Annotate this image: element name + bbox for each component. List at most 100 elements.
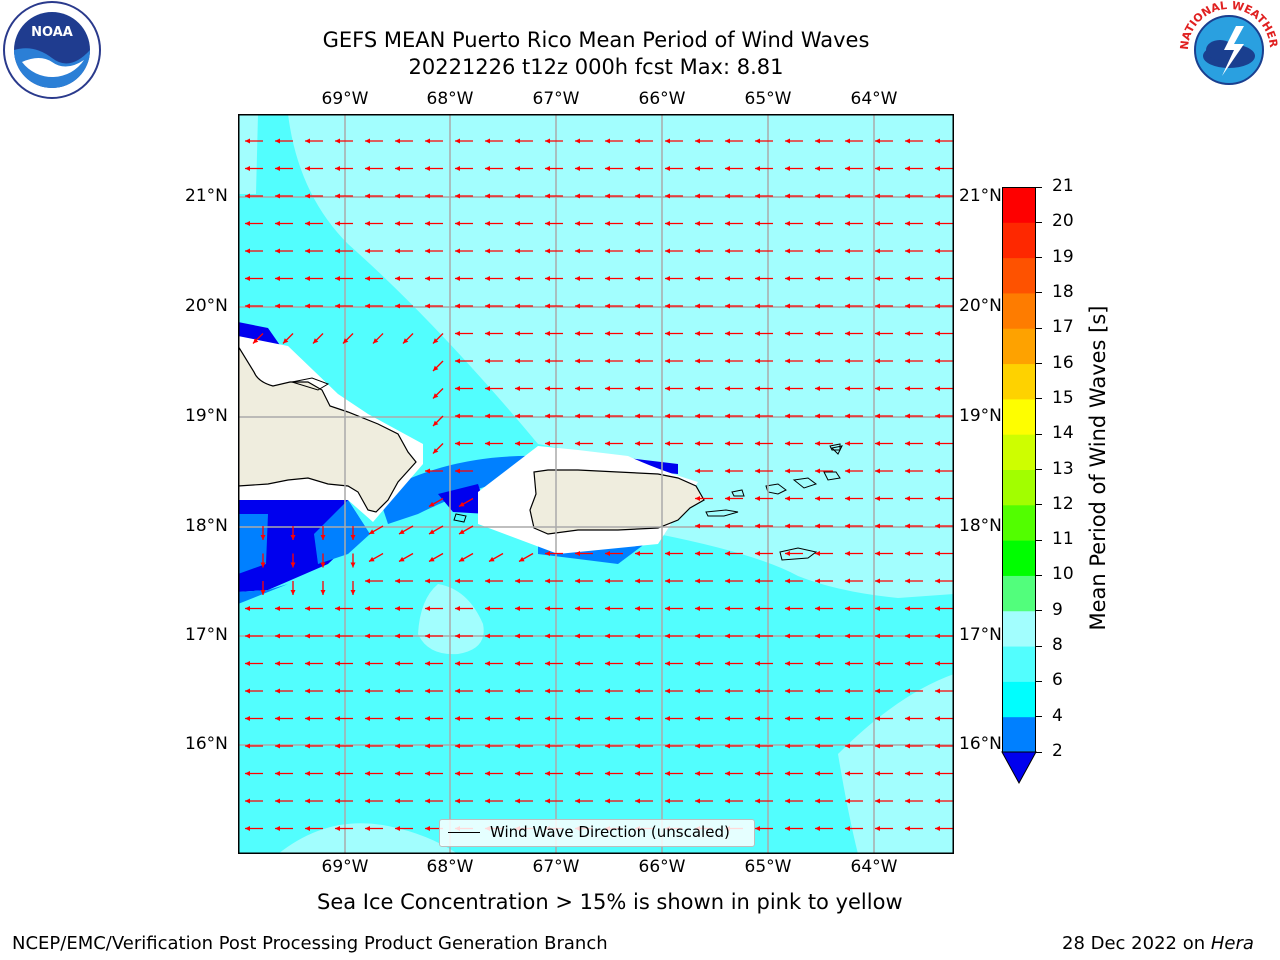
wind-arrow-head — [545, 276, 550, 281]
colorbar-tick — [1036, 469, 1042, 470]
wind-arrow-head — [845, 193, 850, 199]
wind-arrow-head — [605, 166, 610, 171]
colorbar-segment — [1002, 187, 1036, 223]
wind-arrow-head — [275, 716, 280, 721]
wind-arrow-head — [785, 771, 790, 776]
wind-arrow-head — [515, 166, 520, 171]
wind-arrow-head — [905, 276, 910, 281]
wind-arrow-head — [335, 798, 340, 804]
wind-arrow-head — [635, 193, 640, 199]
wind-arrow-head — [605, 193, 610, 199]
wind-arrow-head — [845, 331, 850, 336]
wind-arrow-head — [425, 578, 430, 584]
wind-arrow-head — [725, 441, 730, 446]
wind-arrow-head — [845, 743, 850, 749]
wind-arrow-head — [635, 331, 640, 336]
wind-arrow-head — [755, 798, 760, 804]
wind-arrow-head — [395, 248, 400, 254]
wind-arrow-head — [605, 661, 610, 666]
wind-arrow-head — [575, 633, 580, 639]
wind-arrow-head — [695, 798, 700, 804]
wind-arrow-head — [605, 413, 610, 419]
wind-arrow-head — [755, 441, 760, 446]
wind-arrow-head — [545, 716, 550, 721]
wind-arrow-head — [725, 688, 730, 694]
wind-arrow-head — [665, 166, 670, 171]
wind-arrow-head — [905, 248, 910, 254]
wind-arrow-head — [425, 826, 430, 831]
wind-arrow-head — [365, 743, 370, 749]
wind-arrow-head — [245, 716, 250, 721]
wind-arrow-head — [545, 221, 550, 226]
wind-arrow-head — [425, 688, 430, 694]
wind-arrow-head — [485, 798, 490, 804]
wind-arrow-head — [725, 771, 730, 776]
wind-arrow-head — [275, 276, 280, 281]
wind-arrow-head — [725, 606, 730, 611]
wind-arrow-head — [485, 331, 490, 336]
st-croix-island — [779, 547, 818, 561]
colorbar-tick-label: 4 — [1052, 705, 1063, 726]
wind-arrow-head — [845, 798, 850, 804]
wind-arrow-head — [755, 386, 760, 391]
wind-arrow-head — [695, 303, 700, 309]
wind-arrow-head — [425, 276, 430, 281]
wind-arrow-head — [815, 743, 820, 749]
wind-arrow-head — [425, 743, 430, 749]
wind-arrow-head — [545, 606, 550, 611]
wind-arrow-head — [935, 138, 940, 144]
wind-arrow-head — [725, 551, 730, 556]
wind-arrow-head — [725, 661, 730, 666]
colorbar-tick-label: 17 — [1052, 317, 1074, 338]
colorbar-tick-label: 19 — [1052, 246, 1074, 267]
wind-arrow-head — [845, 771, 850, 776]
ocean-deep-sw-edge — [238, 514, 268, 574]
wind-arrow-head — [935, 166, 940, 171]
wind-arrow-head — [725, 166, 730, 171]
mona-island — [453, 513, 467, 523]
wind-arrow-head — [845, 661, 850, 666]
wind-arrow-head — [875, 496, 880, 501]
footer-branch: NCEP/EMC/Verification Post Processing Pr… — [12, 933, 608, 954]
wind-arrow-head — [815, 193, 820, 199]
wind-arrow-head — [635, 138, 640, 144]
wind-arrow-head — [905, 358, 910, 364]
wind-arrow-head — [635, 606, 640, 611]
wind-arrow-head — [605, 716, 610, 721]
wind-arrow-head — [725, 743, 730, 749]
lat-label-left-21: 21°N — [185, 186, 228, 206]
wind-arrow-head — [489, 556, 495, 562]
wind-arrow-head — [515, 661, 520, 666]
wind-arrow-head — [635, 221, 640, 226]
wind-arrow-head — [253, 338, 259, 344]
wind-arrow-head — [755, 716, 760, 721]
wind-arrow-head — [545, 661, 550, 666]
wind-arrow-head — [575, 413, 580, 419]
wind-arrow-head — [755, 331, 760, 336]
wind-arrow-head — [815, 303, 820, 309]
wind-arrow-head — [545, 798, 550, 804]
wind-arrow-head — [245, 166, 250, 171]
wind-arrow-head — [755, 661, 760, 666]
wind-arrow-head — [515, 303, 520, 309]
wind-arrow-head — [875, 331, 880, 336]
wind-arrow-head — [785, 578, 790, 584]
wind-arrow-head — [455, 166, 460, 171]
wind-arrow-head — [935, 743, 940, 749]
wind-arrow-head — [395, 606, 400, 611]
map-gridlines — [238, 114, 954, 854]
wind-arrow-head — [575, 166, 580, 171]
wind-arrow-head — [815, 441, 820, 446]
wind-arrow-head — [545, 331, 550, 336]
wind-arrow-head — [845, 496, 850, 501]
wind-arrow-head — [459, 556, 465, 562]
wind-arrow-head — [519, 556, 525, 562]
wind-arrow-head — [275, 138, 280, 144]
wind-arrow-head — [425, 716, 430, 721]
wind-arrow-head — [605, 688, 610, 694]
wind-arrow-head — [695, 248, 700, 254]
wind-arrow-head — [935, 578, 940, 584]
colorbar-tick — [1036, 292, 1042, 294]
wind-arrow-head — [429, 556, 435, 562]
wind-arrow-head — [399, 529, 405, 534]
